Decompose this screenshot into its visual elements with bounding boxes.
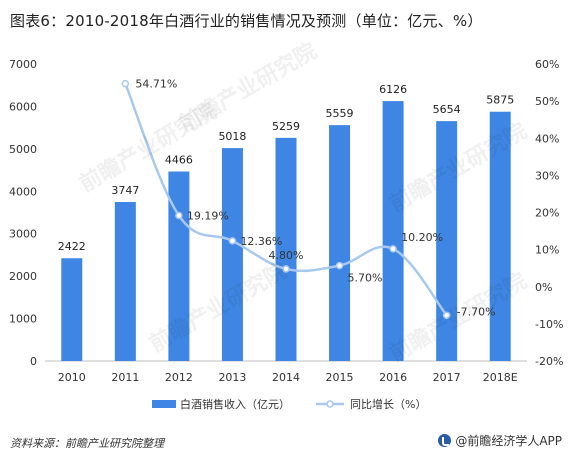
x-tick-label: 2012 bbox=[165, 371, 193, 384]
y-right-tick-label: 60% bbox=[535, 58, 559, 71]
bar-value-label: 5654 bbox=[433, 103, 461, 116]
bar-value-label: 2422 bbox=[58, 240, 86, 253]
growth-point bbox=[282, 265, 290, 273]
bar bbox=[436, 121, 458, 361]
y-right-tick-label: -10% bbox=[535, 318, 563, 331]
y-left-tick-label: 3000 bbox=[9, 228, 37, 241]
x-tick-label: 2016 bbox=[379, 371, 407, 384]
growth-value-label: 10.20% bbox=[401, 231, 443, 244]
source-note: 资料来源：前瞻产业研究院整理 bbox=[10, 437, 164, 450]
y-right-tick-label: 0% bbox=[535, 281, 552, 294]
y-right-tick-label: 50% bbox=[535, 95, 559, 108]
bar bbox=[114, 202, 136, 361]
bar bbox=[61, 258, 83, 361]
y-left-tick-label: 0 bbox=[30, 355, 37, 368]
growth-point bbox=[175, 211, 183, 220]
growth-point bbox=[228, 237, 237, 245]
y-left-tick-label: 1000 bbox=[9, 313, 37, 326]
brand-text: @前瞻经济学人APP bbox=[455, 434, 562, 448]
bar bbox=[489, 111, 511, 361]
bar bbox=[275, 137, 297, 361]
x-tick-label: 2011 bbox=[111, 371, 139, 384]
bar bbox=[168, 171, 190, 361]
bar bbox=[382, 101, 404, 361]
growth-point bbox=[335, 261, 344, 270]
legend-swatch-marker bbox=[326, 400, 334, 408]
x-tick-label: 2010 bbox=[58, 371, 86, 384]
bar-value-label: 6126 bbox=[379, 83, 407, 96]
x-tick-label: 2014 bbox=[272, 371, 300, 384]
growth-value-label: 54.71% bbox=[135, 78, 177, 91]
bar bbox=[221, 148, 243, 361]
y-left-tick-label: 7000 bbox=[9, 58, 37, 71]
x-tick-label: 2018E bbox=[483, 371, 518, 384]
bar-value-label: 5875 bbox=[486, 94, 514, 107]
y-right-tick-label: 10% bbox=[535, 244, 559, 257]
bar bbox=[329, 125, 351, 361]
y-right-tick-label: -20% bbox=[535, 355, 563, 368]
x-tick-label: 2015 bbox=[326, 371, 354, 384]
legend-swatch-bar bbox=[152, 400, 176, 408]
y-left-tick-label: 4000 bbox=[9, 185, 37, 198]
y-left-tick-label: 2000 bbox=[9, 270, 37, 283]
y-left-tick-label: 6000 bbox=[9, 100, 37, 113]
brand-logo-icon bbox=[438, 434, 452, 447]
growth-value-label: 4.80% bbox=[269, 249, 304, 262]
bar-value-label: 4466 bbox=[165, 154, 193, 167]
bar-value-label: 3747 bbox=[111, 184, 139, 197]
legend-label: 同比增长（%） bbox=[350, 397, 426, 411]
growth-point bbox=[121, 79, 130, 88]
growth-value-label: 19.19% bbox=[187, 210, 229, 223]
bar-value-label: 5018 bbox=[218, 130, 246, 143]
brand-credit: @前瞻经济学人APP bbox=[438, 432, 562, 449]
y-right-tick-label: 20% bbox=[535, 207, 559, 220]
y-right-tick-label: 30% bbox=[535, 169, 559, 182]
y-left-tick-label: 5000 bbox=[9, 143, 37, 156]
chart-title: 图表6：2010-2018年白酒行业的销售情况及预测（单位：亿元、%） bbox=[10, 12, 483, 30]
x-tick-label: 2013 bbox=[218, 371, 246, 384]
legend-label: 白酒销售收入（亿元） bbox=[180, 397, 290, 411]
y-right-tick-label: 40% bbox=[535, 132, 559, 145]
bar-value-label: 5559 bbox=[326, 107, 354, 120]
bar-value-label: 5259 bbox=[272, 120, 300, 133]
x-tick-label: 2017 bbox=[433, 371, 461, 384]
growth-value-label: 12.36% bbox=[240, 235, 282, 248]
growth-point bbox=[389, 245, 397, 253]
growth-value-label: 5.70% bbox=[348, 272, 383, 285]
growth-value-label: -7.70% bbox=[457, 305, 496, 318]
growth-point bbox=[442, 311, 451, 320]
